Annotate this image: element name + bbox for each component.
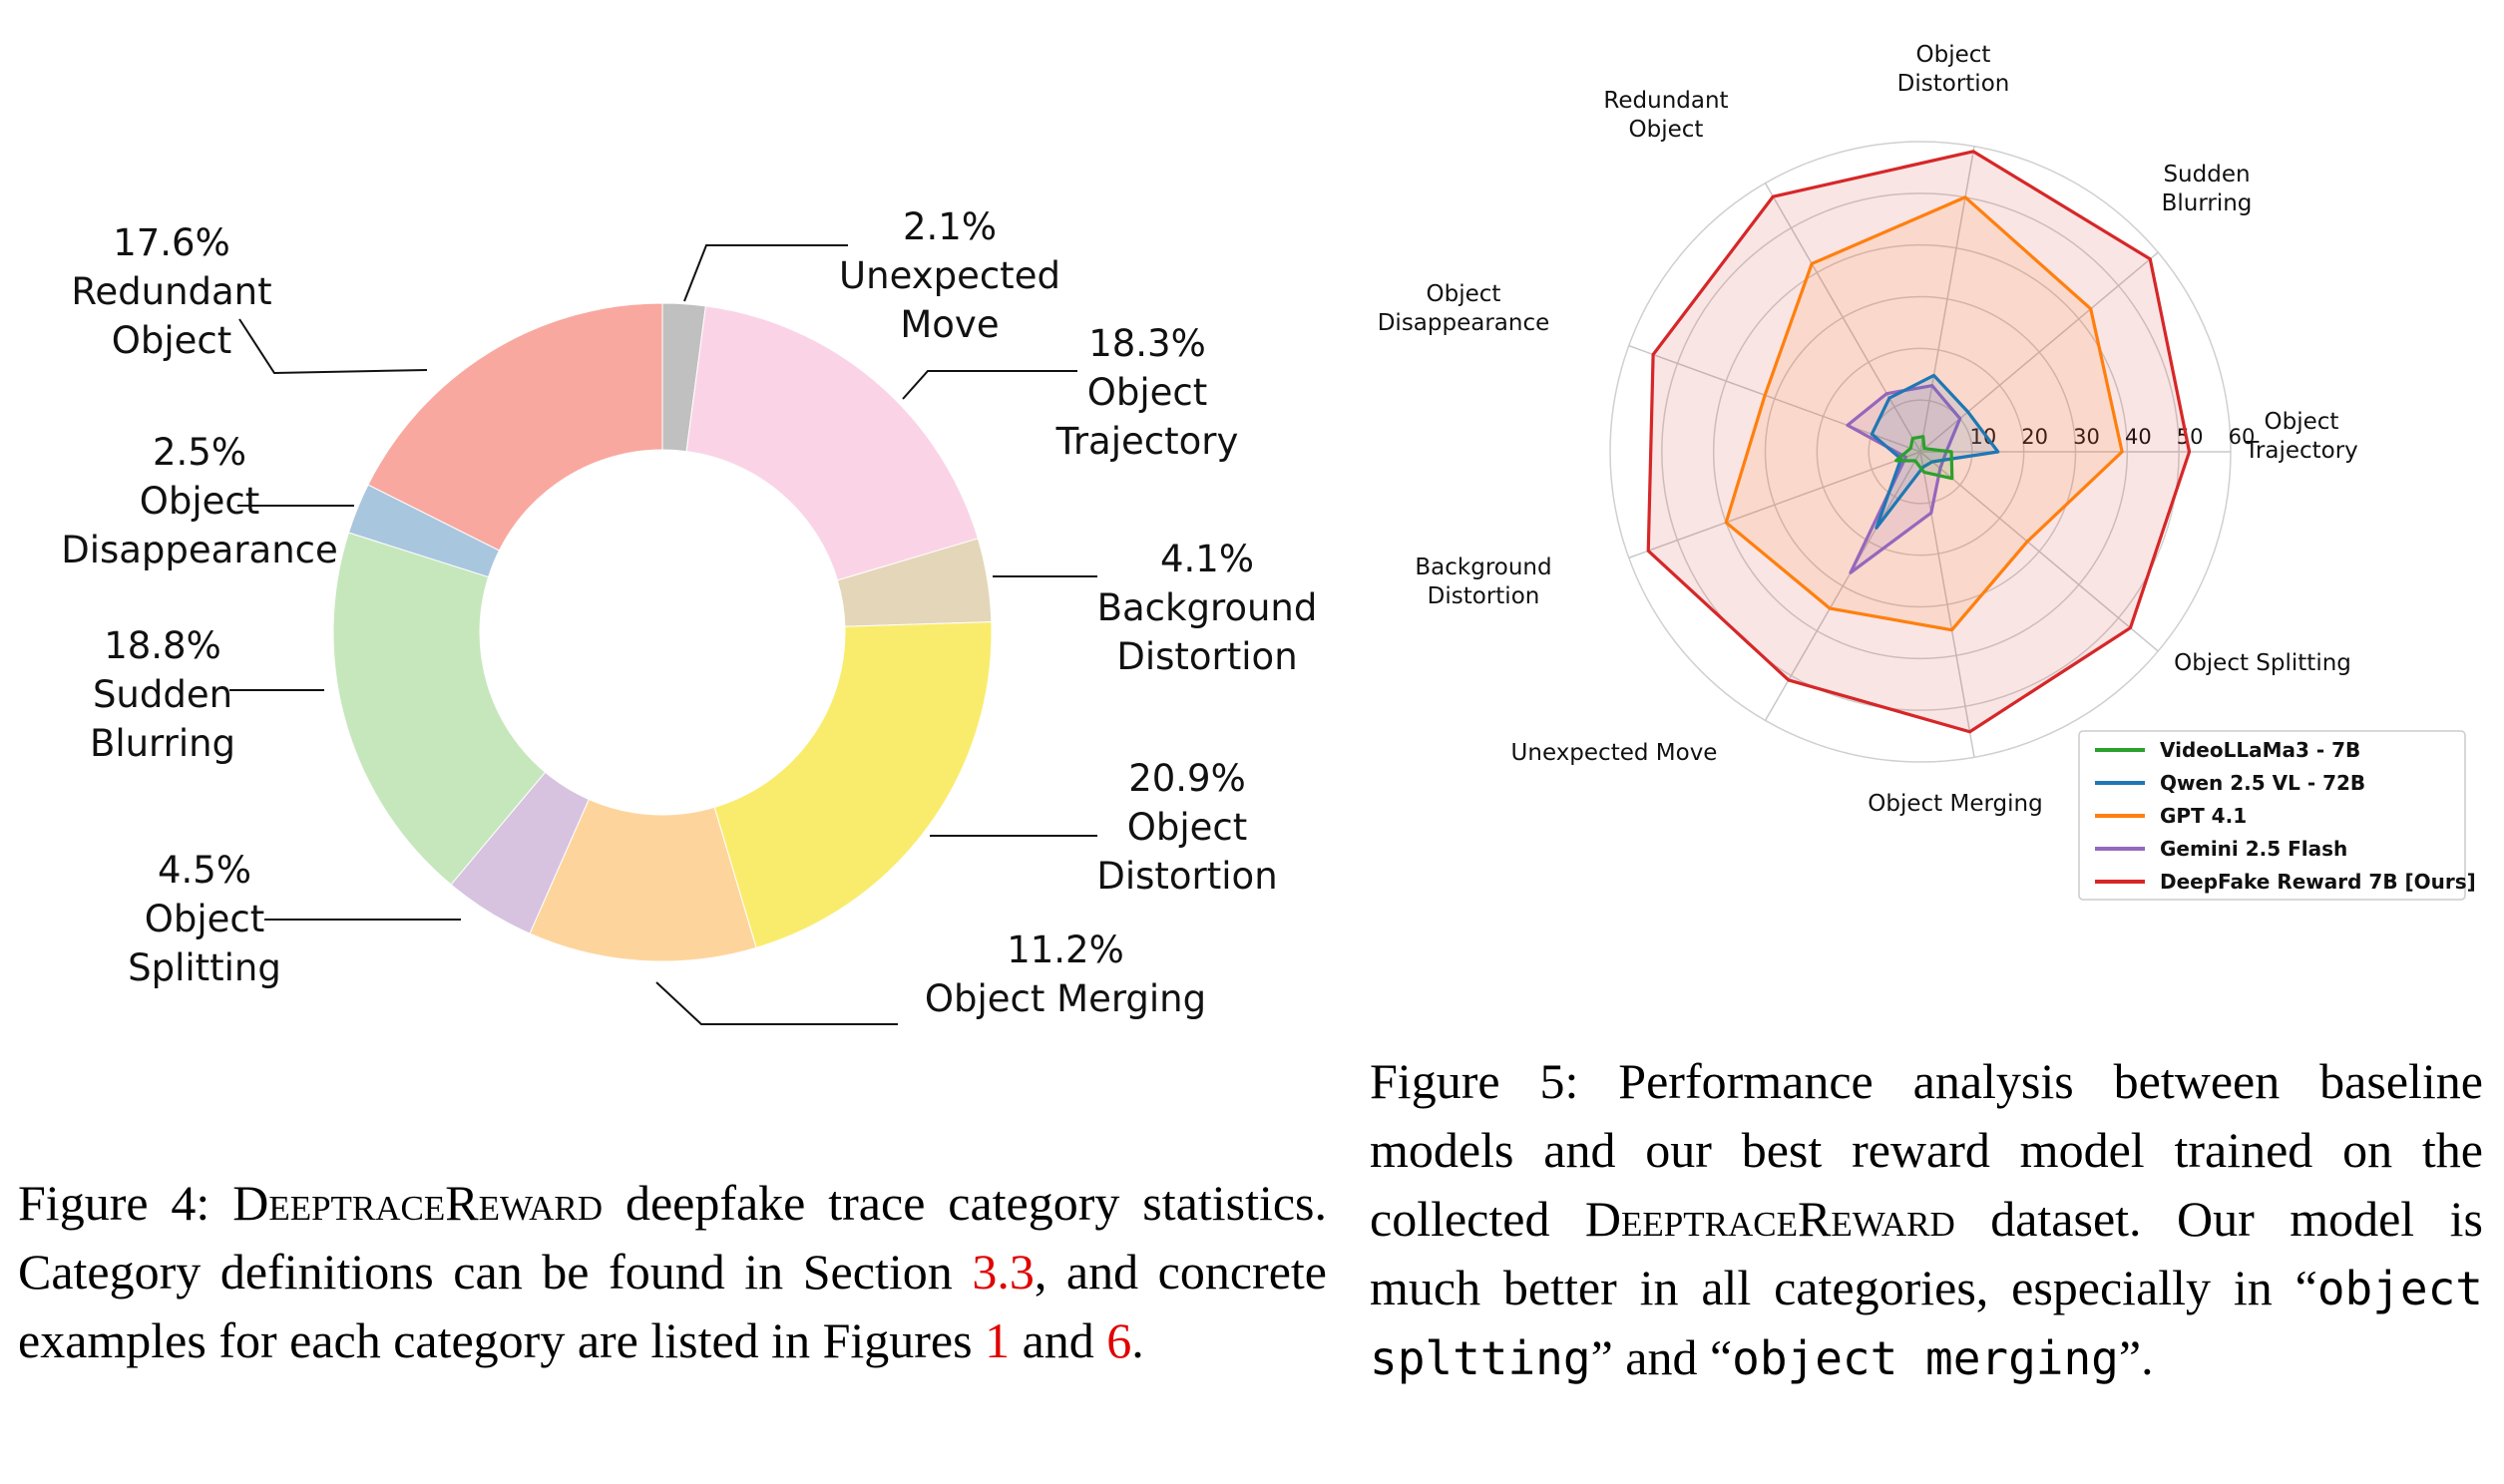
slice-name-label: Object bbox=[112, 319, 232, 362]
dataset-name: DeeptraceReward bbox=[232, 1175, 604, 1231]
slice-name-label: Blurring bbox=[90, 722, 235, 765]
radial-tick-label: 50 bbox=[2177, 425, 2204, 449]
slice-value-label: 17.6% bbox=[113, 221, 230, 264]
slice-name-label: Distortion bbox=[1096, 855, 1277, 898]
slice-name-label: Move bbox=[900, 303, 999, 346]
series-qwen-2-5-vl-72b bbox=[1870, 373, 2000, 530]
axis-label: Distortion bbox=[1897, 71, 2010, 97]
series-gpt-4-1 bbox=[1724, 195, 2124, 632]
caption-text: dataset. Our model is much better in all… bbox=[1370, 1191, 2483, 1315]
axis-label: Object Splitting bbox=[2174, 650, 2351, 676]
caption-text: , and concrete examples for each categor… bbox=[18, 1244, 1327, 1368]
slice-name-label: Background bbox=[1097, 586, 1318, 629]
figure-ref-link[interactable]: 1 bbox=[985, 1312, 1011, 1368]
slice-name-label: Object bbox=[145, 898, 265, 940]
axis-label: Distortion bbox=[1428, 583, 1540, 609]
axis-label: Object bbox=[2265, 409, 2339, 435]
slice-name-label: Object bbox=[1087, 371, 1208, 414]
radial-tick-label: 20 bbox=[2021, 425, 2048, 449]
code-term: object merging bbox=[1732, 1331, 2119, 1385]
caption-text: Figure 5: Performance analysis between b… bbox=[1370, 1053, 2483, 1247]
axis-label: Object Merging bbox=[1868, 791, 2042, 817]
code-term: object spltting bbox=[1370, 1262, 2483, 1385]
slice-name-label: Disappearance bbox=[61, 529, 338, 571]
caption-text: and bbox=[1010, 1312, 1107, 1368]
donut-slice-object-distortion bbox=[713, 621, 993, 948]
grid-spoke bbox=[1764, 451, 1921, 721]
caption-prefix: Figure 4: bbox=[18, 1175, 233, 1231]
slice-value-label: 18.3% bbox=[1088, 322, 1206, 365]
radar-grid bbox=[1609, 141, 2232, 763]
caption-text: ”. bbox=[2118, 1329, 2154, 1385]
axis-label: Object bbox=[1629, 117, 1704, 143]
donut-slice-sudden-blurring bbox=[332, 532, 547, 886]
axis-label: Redundant bbox=[1603, 88, 1728, 114]
donut-slice-redundant-object bbox=[367, 302, 663, 552]
axis-label: Blurring bbox=[2162, 190, 2253, 216]
slice-value-label: 2.1% bbox=[903, 205, 997, 248]
slice-name-label: Trajectory bbox=[1055, 420, 1239, 463]
slice-value-label: 11.2% bbox=[1007, 928, 1124, 971]
slice-value-label: 2.5% bbox=[153, 431, 246, 474]
slice-value-label: 20.9% bbox=[1128, 757, 1246, 800]
slice-name-label: Object bbox=[140, 480, 260, 523]
slice-name-label: Sudden bbox=[93, 673, 232, 716]
leader-line bbox=[902, 370, 1077, 400]
axis-label: Sudden bbox=[2163, 162, 2250, 187]
series-deepfake-reward-7b-ours bbox=[1646, 150, 2192, 734]
slice-value-label: 4.1% bbox=[1160, 538, 1254, 580]
section-ref-link[interactable]: 3.3 bbox=[972, 1244, 1035, 1299]
slice-name-label: Splitting bbox=[128, 946, 281, 989]
caption-text: . bbox=[1131, 1312, 1144, 1368]
grid-spoke bbox=[1628, 451, 1921, 559]
series-videollama3-7b bbox=[1894, 435, 1954, 481]
slice-name-label: Object bbox=[1127, 806, 1248, 849]
grid-spoke bbox=[1919, 451, 2159, 652]
legend: VideoLLaMa3 - 7B Qwen 2.5 VL - 72B GPT 4.1… bbox=[2078, 730, 2476, 901]
dataset-name: DeeptraceReward bbox=[1584, 1191, 1955, 1247]
legend-label: Gemini 2.5 Flash bbox=[2160, 837, 2347, 861]
slice-value-label: 18.8% bbox=[104, 624, 221, 667]
leader-line bbox=[655, 981, 898, 1025]
axis-label: Trajectory bbox=[2244, 438, 2358, 464]
legend-box bbox=[2078, 730, 2466, 901]
axis-label: Disappearance bbox=[1378, 310, 1550, 336]
grid-spoke bbox=[1919, 451, 1975, 758]
axis-label: Unexpected Move bbox=[1511, 740, 1718, 766]
slice-name-label: Object Merging bbox=[925, 977, 1206, 1020]
axis-label: Object bbox=[1427, 281, 1501, 307]
caption-text: ” and “ bbox=[1590, 1329, 1733, 1385]
slice-name-label: Unexpected bbox=[839, 254, 1060, 297]
legend-label: DeepFake Reward 7B [Ours] bbox=[2160, 870, 2476, 894]
slice-name-label: Redundant bbox=[71, 270, 271, 313]
slice-name-label: Distortion bbox=[1116, 635, 1297, 678]
figure-4-caption: Figure 4: DeeptraceReward deepfake trace… bbox=[18, 1169, 1327, 1375]
leader-line bbox=[238, 318, 428, 375]
figure-5-caption: Figure 5: Performance analysis between b… bbox=[1370, 1047, 2483, 1393]
radial-tick-label: 40 bbox=[2125, 425, 2152, 449]
figure-ref-link[interactable]: 6 bbox=[1106, 1312, 1132, 1368]
radial-tick-label: 60 bbox=[2229, 425, 2256, 449]
legend-label: VideoLLaMa3 - 7B bbox=[2160, 738, 2360, 762]
legend-label: GPT 4.1 bbox=[2160, 804, 2247, 828]
slice-value-label: 4.5% bbox=[158, 849, 251, 892]
grid-spoke bbox=[1764, 183, 1921, 453]
legend-label: Qwen 2.5 VL - 72B bbox=[2160, 771, 2365, 795]
caption-text: deepfake trace category statistics. Cate… bbox=[18, 1175, 1327, 1299]
radial-tick-label: 30 bbox=[2073, 425, 2100, 449]
axis-label: Background bbox=[1415, 555, 1551, 580]
leader-line bbox=[683, 244, 848, 302]
donut-slice-object-trajectory bbox=[685, 305, 979, 581]
axis-label: Object bbox=[1916, 42, 1991, 68]
